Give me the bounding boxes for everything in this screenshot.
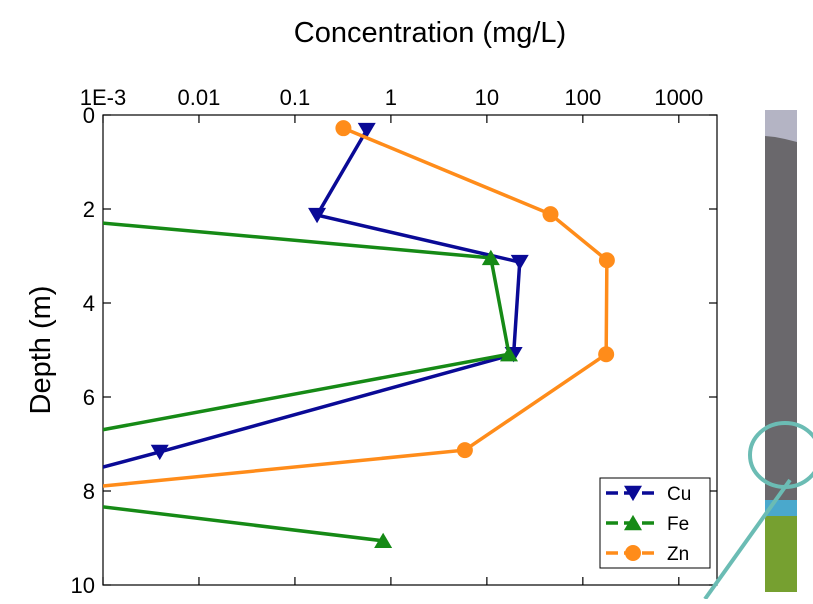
marker bbox=[0, 206, 7, 221]
marker bbox=[511, 255, 529, 270]
marker bbox=[598, 346, 614, 362]
marker bbox=[542, 206, 558, 222]
y-tick-label: 8 bbox=[83, 479, 95, 504]
y-axis-title: Depth (m) bbox=[25, 286, 57, 415]
y-tick-label: 4 bbox=[83, 291, 95, 316]
x-axis-title: Concentration (mg/L) bbox=[294, 17, 566, 49]
marker bbox=[457, 442, 473, 458]
x-tick-label: 1000 bbox=[654, 85, 703, 110]
y-tick-label: 2 bbox=[83, 197, 95, 222]
x-tick-label: 0.1 bbox=[280, 85, 311, 110]
y-tick-label: 0 bbox=[83, 103, 95, 128]
x-tick-label: 100 bbox=[564, 85, 601, 110]
marker bbox=[599, 252, 615, 268]
core-column bbox=[705, 110, 813, 599]
y-tick-label: 10 bbox=[71, 573, 95, 598]
y-tick-label: 6 bbox=[83, 385, 95, 410]
chart: Concentration (mg/L) Depth (m) 1E-30.010… bbox=[0, 0, 813, 599]
legend-label: Cu bbox=[667, 484, 691, 505]
series-line bbox=[0, 130, 520, 540]
marker bbox=[335, 120, 351, 136]
legend-marker bbox=[625, 545, 641, 561]
x-tick-label: 0.01 bbox=[178, 85, 221, 110]
x-tick-label: 10 bbox=[475, 85, 499, 110]
core-bottom bbox=[765, 516, 797, 592]
legend-label: Zn bbox=[667, 544, 689, 565]
x-tick-label: 1 bbox=[385, 85, 397, 110]
legend-label: Fe bbox=[667, 514, 689, 535]
